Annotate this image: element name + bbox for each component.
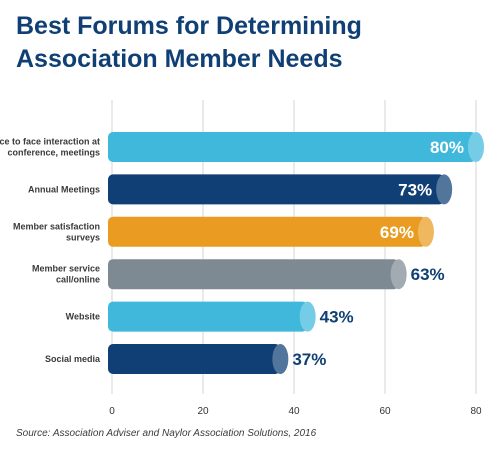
category-label: Annual Meetings	[28, 184, 100, 194]
chart-title-line-2: Association Member Needs	[16, 45, 343, 73]
bar	[108, 132, 476, 162]
value-label: 63%	[411, 265, 445, 284]
bar	[108, 344, 281, 374]
value-label: 69%	[380, 223, 414, 242]
category-label-line: Website	[66, 312, 100, 322]
bar	[108, 301, 308, 332]
category-label-line: Annual Meetings	[28, 184, 100, 194]
value-label: 43%	[320, 308, 354, 327]
chart-title-line-1: Best Forums for Determining	[16, 12, 362, 40]
category-label-line: call/online	[56, 275, 100, 285]
x-tick-label: 0	[109, 406, 115, 417]
category-label: Member satisfaction surveys	[13, 221, 100, 242]
bar	[108, 216, 426, 247]
category-label: Face to face interaction at conference, m…	[0, 137, 100, 158]
x-tick-label: 60	[379, 406, 391, 417]
value-label: 80%	[430, 138, 464, 157]
bar-end-cap	[272, 344, 289, 374]
value-label: 73%	[398, 180, 432, 199]
bar-end-cap	[299, 301, 316, 332]
bar	[108, 174, 445, 205]
category-label-line: Face to face interaction at	[0, 137, 100, 147]
bar-end-cap	[436, 174, 453, 205]
category-label: Social media	[45, 354, 101, 364]
chart-title: Best Forums for Determining Association …	[16, 10, 362, 76]
source-note: Source: Association Adviser and Naylor A…	[16, 428, 317, 439]
category-label-line: Social media	[45, 354, 101, 364]
bar-end-cap	[390, 259, 407, 290]
category-label-line: conference, meetings	[7, 148, 100, 158]
category-label: Member service call/online	[32, 264, 100, 285]
value-label: 37%	[292, 350, 326, 369]
category-label-line: Member satisfaction	[13, 221, 100, 231]
category-label: Website	[66, 312, 100, 322]
x-tick-label: 40	[288, 406, 300, 417]
x-tick-label: 20	[197, 406, 209, 417]
category-label-line: surveys	[66, 232, 100, 242]
bar-end-cap	[468, 132, 484, 162]
bar	[108, 259, 399, 290]
bar-end-cap	[417, 216, 434, 247]
category-label-line: Member service	[32, 264, 100, 274]
x-tick-label: 80	[470, 406, 482, 417]
